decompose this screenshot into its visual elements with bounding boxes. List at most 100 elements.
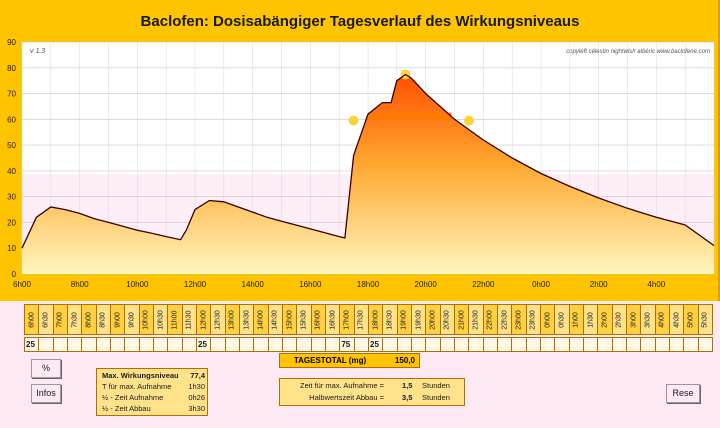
dose-input[interactable] [540,337,556,352]
dose-input[interactable]: 25 [196,337,212,352]
dose-input[interactable] [683,337,699,352]
dose-input[interactable] [396,337,412,352]
dose-input[interactable]: 75 [339,337,355,352]
dose-input[interactable] [640,337,656,352]
time-slot-label: 0h30 [558,311,566,328]
time-slot-cell: 14h00 [253,304,269,335]
dose-input[interactable] [124,337,140,352]
dose-input[interactable] [497,337,513,352]
dose-input[interactable] [67,337,83,352]
dose-input[interactable] [583,337,599,352]
daily-total-label: TAGESTOTAL (mg) [293,356,367,365]
dose-input[interactable] [597,337,613,352]
time-slot-cell: 3h30 [640,304,656,335]
dose-input[interactable] [325,337,341,352]
time-slot-label: 16h30 [329,309,337,330]
dose-input[interactable] [282,337,298,352]
dose-input[interactable] [669,337,685,352]
reset-button[interactable]: Rese [666,384,700,403]
info-value: 0h26 [188,393,205,402]
time-slot-cell: 13h00 [224,304,240,335]
time-slot-cell: 15h00 [282,304,298,335]
dose-input[interactable] [626,337,642,352]
dose-input[interactable] [239,337,255,352]
time-slot-cell: 1h00 [568,304,584,335]
dose-input[interactable] [224,337,240,352]
time-slot-label: 6h30 [42,311,50,328]
setting-label: Zeit für max. Aufnahme = [300,381,384,390]
dose-input[interactable] [611,337,627,352]
dose-input[interactable] [411,337,427,352]
dose-input[interactable] [525,337,541,352]
time-slot-label: 12h30 [214,309,222,330]
time-slot-cell: 17h30 [353,304,369,335]
infos-button[interactable]: Infos [31,384,61,403]
dose-input[interactable] [181,337,197,352]
chart-title: Baclofen: Dosisabängiger Tagesverlauf de… [140,13,580,30]
y-tick-label: 90 [7,38,16,47]
time-slot-label: 2h00 [601,311,609,328]
time-slot-cell: 6h30 [38,304,54,335]
dose-input[interactable] [382,337,398,352]
dose-input[interactable] [568,337,584,352]
dose-input[interactable] [511,337,527,352]
dose-input[interactable] [52,337,68,352]
dose-input[interactable] [554,337,570,352]
time-slot-cell: 9h30 [124,304,140,335]
time-slot-cell: 4h00 [654,304,670,335]
settings-panel: Zeit für max. Aufnahme = 1,5 Stunden Hal… [279,378,465,406]
time-slot-label: 23h30 [529,309,537,330]
dose-input[interactable] [654,337,670,352]
time-slot-cell: 19h30 [411,304,427,335]
time-slot-label: 20h30 [443,309,451,330]
dose-input[interactable] [425,337,441,352]
dose-input[interactable] [353,337,369,352]
dose-input[interactable] [310,337,326,352]
setting-value-input[interactable]: 3,5 [402,393,413,402]
dose-input[interactable] [38,337,54,352]
time-slot-cell: 21h00 [454,304,470,335]
time-slot-cell: 23h00 [511,304,527,335]
setting-unit: Stunden [422,381,450,390]
y-tick-label: 40 [7,167,16,176]
time-slot-cell: 9h00 [110,304,126,335]
info-label: T für max. Aufnahme [102,382,172,391]
y-tick-label: 50 [7,141,16,150]
y-tick-label: 60 [7,115,16,124]
y-tick-label: 70 [7,90,16,99]
x-tick-label: 0h00 [532,280,550,289]
dose-input[interactable] [468,337,484,352]
setting-value-input[interactable]: 1,5 [402,381,413,390]
x-tick-label: 6h00 [13,280,31,289]
dose-input[interactable] [167,337,183,352]
dose-row: 25 25 75 25 [24,337,713,353]
time-slot-cell: 4h30 [669,304,685,335]
percent-button[interactable]: % [31,359,61,378]
info-label: ½ - Zeit Abbau [102,404,151,413]
dose-input[interactable] [482,337,498,352]
dose-input[interactable] [210,337,226,352]
setting-unit: Stunden [422,393,450,402]
time-slot-cell: 10h00 [138,304,154,335]
time-slot-cell: 22h00 [482,304,498,335]
dose-input[interactable] [81,337,97,352]
dose-input[interactable] [253,337,269,352]
time-slot-label: 11h30 [185,310,193,329]
time-slot-label: 20h00 [429,309,437,330]
dose-input[interactable] [267,337,283,352]
dose-input[interactable] [439,337,455,352]
dose-input[interactable] [153,337,169,352]
time-slot-label: 2h30 [615,311,623,328]
dose-input[interactable] [110,337,126,352]
time-slot-cell: 15h30 [296,304,312,335]
dose-input[interactable] [296,337,312,352]
dose-input[interactable]: 25 [368,337,384,352]
dose-input[interactable] [697,337,713,352]
dose-input[interactable]: 25 [24,337,40,352]
time-slot-label: 1h30 [587,311,595,328]
dose-input[interactable] [138,337,154,352]
dose-input[interactable] [454,337,470,352]
time-slot-cell: 6h00 [24,304,40,335]
dose-input[interactable] [95,337,111,352]
time-slot-label: 0h00 [544,311,552,328]
